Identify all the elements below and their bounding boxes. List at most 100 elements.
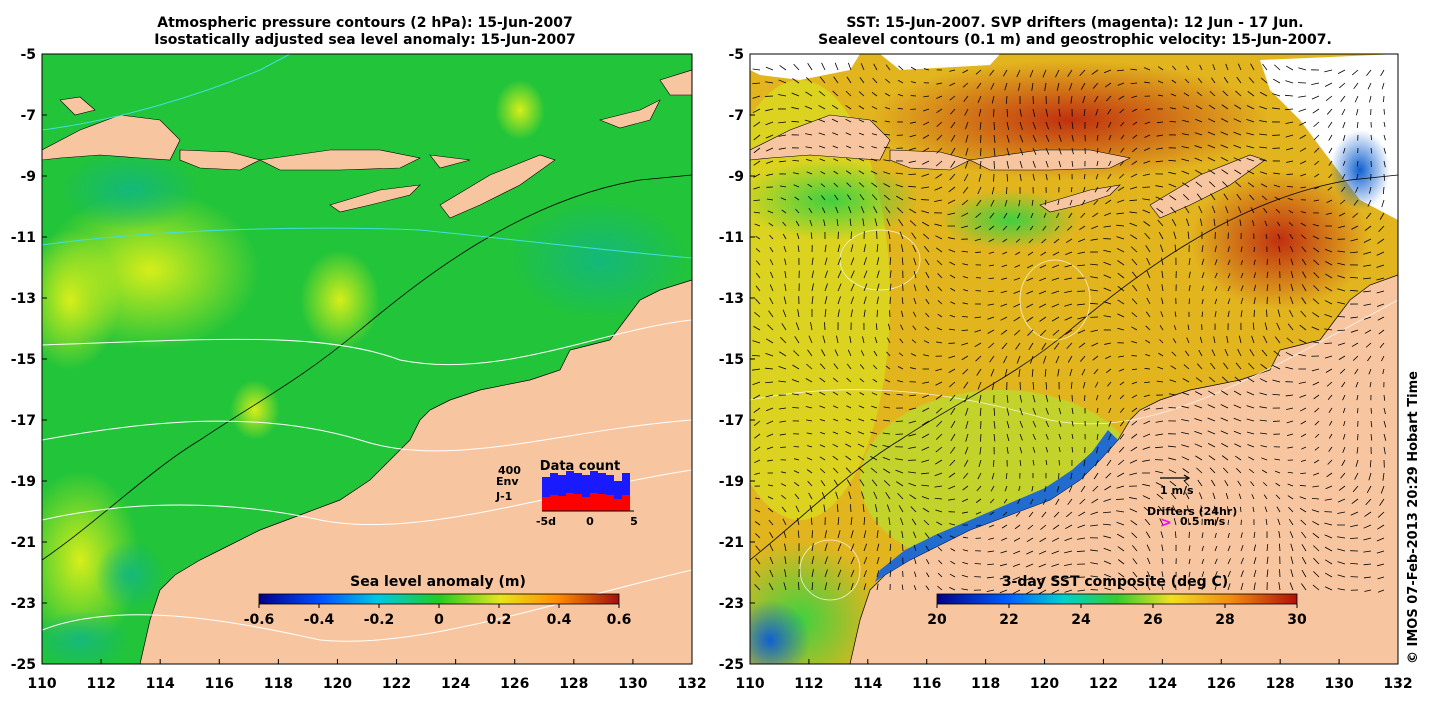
velocity-arrow: [1117, 472, 1125, 478]
velocity-arrow: [1006, 407, 1010, 416]
velocity-arrow: [1311, 498, 1320, 500]
velocity-arrow: [1083, 108, 1086, 117]
velocity-arrow: [1329, 420, 1333, 426]
velocity-arrow: [1201, 571, 1205, 578]
velocity-arrow: [1261, 349, 1268, 357]
velocity-arrow: [948, 472, 956, 478]
velocity-arrow: [1143, 147, 1151, 151]
inset-title: Data count: [540, 459, 620, 474]
velocity-arrow: [950, 548, 956, 552]
velocity-arrow: [1286, 186, 1294, 188]
velocity-arrow: [897, 493, 904, 500]
velocity-arrow: [1240, 532, 1243, 539]
velocity-arrow: [850, 530, 854, 539]
velocity-arrow: [1032, 121, 1037, 130]
velocity-arrow: [923, 519, 930, 526]
velocity-arrow: [1275, 208, 1281, 214]
velocity-arrow: [1131, 271, 1138, 279]
velocity-arrow: [1116, 212, 1125, 215]
velocity-arrow: [1064, 576, 1073, 580]
velocity-arrow: [784, 283, 787, 292]
velocity-arrow: [921, 160, 930, 165]
velocity-arrow: [1376, 277, 1385, 281]
velocity-arrow: [885, 365, 891, 370]
velocity-arrow: [875, 323, 878, 331]
velocity-arrow: [949, 586, 956, 591]
velocity-arrow: [883, 171, 891, 175]
velocity-arrow: [1237, 480, 1242, 487]
velocity-arrow: [858, 418, 865, 422]
velocity-arrow: [1118, 173, 1125, 179]
right-colorbar-tick: 26: [1143, 612, 1162, 628]
velocity-arrow: [1301, 246, 1307, 253]
right-y-tick-label: -7: [728, 108, 744, 124]
velocity-arrow: [1324, 534, 1333, 539]
velocity-arrow: [1106, 368, 1112, 374]
right-colorbar-label: 3-day SST composite (deg C): [1002, 574, 1228, 590]
velocity-arrow: [1077, 316, 1086, 320]
velocity-arrow: [1302, 271, 1307, 279]
velocity-arrow: [1058, 121, 1062, 130]
velocity-arrow: [1119, 433, 1125, 440]
velocity-arrow: [819, 363, 826, 370]
velocity-arrow: [1253, 284, 1257, 292]
velocity-arrow: [753, 134, 761, 141]
velocity-arrow: [884, 106, 891, 110]
velocity-arrow: [936, 147, 943, 154]
velocity-arrow: [988, 537, 995, 540]
left-y-tick-label: -13: [11, 291, 36, 307]
velocity-arrow: [1213, 218, 1216, 227]
velocity-arrow: [925, 312, 930, 318]
velocity-arrow: [1096, 433, 1099, 440]
velocity-arrow: [767, 496, 774, 500]
velocity-arrow: [1301, 297, 1307, 305]
velocity-arrow: [753, 121, 761, 127]
velocity-arrow: [1221, 443, 1229, 448]
velocity-arrow: [936, 247, 943, 253]
velocity-arrow: [1235, 181, 1242, 188]
velocity-arrow: [1249, 349, 1255, 357]
velocity-arrow: [832, 391, 839, 396]
velocity-arrow: [1364, 511, 1372, 517]
velocity-arrow: [1090, 238, 1099, 241]
velocity-arrow: [1006, 160, 1009, 169]
velocity-arrow: [993, 407, 996, 416]
left-map-panel: Atmospheric pressure contours (2 hPa): 1…: [41, 15, 693, 665]
velocity-arrow: [821, 62, 826, 71]
velocity-arrow: [922, 147, 930, 153]
velocity-arrow: [1272, 78, 1281, 84]
velocity-arrow: [858, 158, 865, 162]
velocity-arrow: [1070, 472, 1073, 480]
velocity-arrow: [962, 276, 969, 279]
velocity-arrow: [910, 353, 917, 357]
velocity-arrow: [1238, 493, 1242, 500]
velocity-arrow: [1366, 212, 1372, 220]
inset-env-bar: [574, 473, 582, 511]
velocity-arrow: [908, 433, 917, 437]
velocity-arrow: [1058, 160, 1062, 168]
velocity-arrow: [937, 546, 943, 552]
velocity-arrow: [1045, 160, 1049, 168]
velocity-arrow: [1227, 519, 1230, 526]
velocity-arrow: [889, 257, 892, 266]
velocity-arrow: [858, 91, 865, 97]
velocity-arrow: [1201, 298, 1204, 305]
velocity-arrow: [1233, 430, 1242, 435]
velocity-arrow: [752, 108, 761, 114]
velocity-arrow: [1159, 325, 1164, 331]
velocity-arrow: [1285, 121, 1294, 125]
velocity-arrow: [820, 171, 826, 175]
velocity-arrow: [1002, 69, 1008, 77]
velocity-arrow: [1091, 342, 1099, 347]
velocity-arrow: [962, 511, 969, 514]
velocity-arrow: [871, 194, 878, 201]
velocity-arrow: [911, 518, 917, 526]
velocity-arrow: [921, 446, 930, 451]
velocity-arrow: [1260, 183, 1268, 188]
velocity-arrow: [871, 146, 878, 149]
velocity-arrow: [833, 182, 839, 188]
velocity-arrow: [1027, 264, 1034, 269]
velocity-arrow: [1168, 407, 1177, 409]
velocity-arrow: [1116, 69, 1125, 72]
velocity-arrow: [1259, 120, 1268, 123]
